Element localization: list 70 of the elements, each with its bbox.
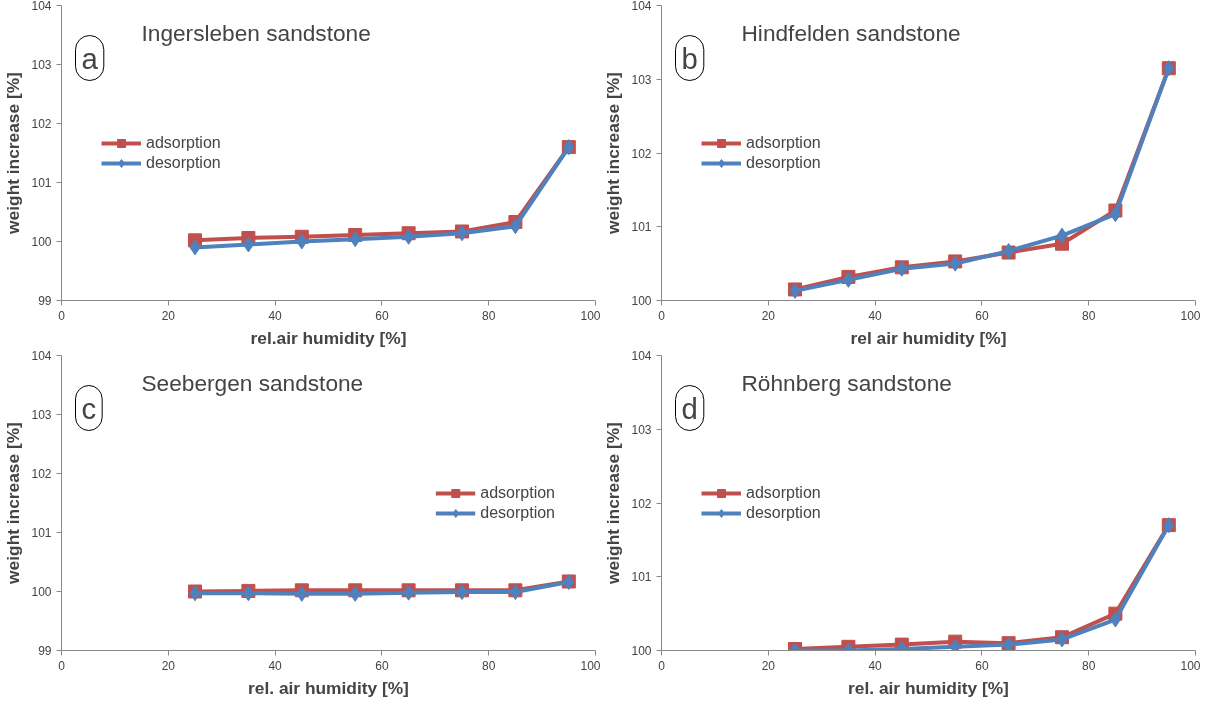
y-tick-label: 101 <box>631 220 652 235</box>
y-tick-label: 101 <box>31 176 52 190</box>
text: Hindfelden sandstone <box>741 19 961 46</box>
x-tick-label: 100 <box>1180 308 1201 323</box>
legend-label: adsorption <box>480 483 555 502</box>
y-tick-label: 100 <box>31 585 52 599</box>
legend-label: adsorption <box>746 133 821 152</box>
legend-label: desorption <box>746 503 821 522</box>
y-tick-label: 103 <box>631 422 652 437</box>
legend-label: adsorption <box>146 133 221 152</box>
x-axis-title: rel air humidity [%] <box>850 327 1007 348</box>
x-tick-label: 80 <box>1082 658 1096 673</box>
x-axis-title: rel.air humidity [%] <box>250 327 407 348</box>
annotation: d <box>681 391 698 425</box>
y-tick-label: 99 <box>38 294 52 308</box>
x-tick-label: 0 <box>658 308 666 323</box>
y-tick-label: 104 <box>31 0 52 13</box>
y-tick-label: 99 <box>38 644 52 658</box>
legend-label: adsorption <box>746 483 821 502</box>
x-axis-title: rel. air humidity [%] <box>848 677 1009 698</box>
legend-label: desorption <box>746 153 821 172</box>
x-tick-label: 40 <box>868 658 883 673</box>
y-tick-label: 103 <box>631 72 652 87</box>
x-tick-label: 80 <box>1082 308 1096 323</box>
x-tick-label: 60 <box>375 658 389 673</box>
y-axis-title: weight increase [%] <box>603 422 624 585</box>
x-tick-label: 20 <box>161 658 176 673</box>
y-tick-label: 103 <box>31 58 52 72</box>
y-tick-label: 102 <box>631 496 652 511</box>
text: Ingersleben sandstone <box>141 19 371 46</box>
x-tick-label: 40 <box>868 308 883 323</box>
text: Seebergen sandstone <box>141 369 364 396</box>
annotation: a <box>81 41 99 75</box>
x-tick-label: 20 <box>761 308 776 323</box>
y-tick-label: 100 <box>31 235 52 249</box>
x-tick-label: 60 <box>975 308 989 323</box>
y-axis-title: weight increase [%] <box>3 72 24 235</box>
y-tick-label: 103 <box>31 408 52 422</box>
x-tick-label: 0 <box>58 658 66 673</box>
annotation: b <box>681 41 698 75</box>
y-tick-label: 104 <box>631 0 652 13</box>
legend-label: desorption <box>146 153 221 172</box>
x-tick-label: 60 <box>375 308 389 323</box>
y-tick-label: 102 <box>31 467 52 481</box>
x-tick-label: 60 <box>975 658 989 673</box>
y-tick-label: 102 <box>631 146 652 161</box>
y-tick-label: 102 <box>31 117 52 131</box>
y-tick-label: 100 <box>631 294 652 308</box>
y-tick-label: 104 <box>631 349 652 363</box>
text: Röhnberg sandstone <box>741 369 952 396</box>
x-tick-label: 80 <box>482 658 496 673</box>
x-tick-label: 100 <box>1180 658 1201 673</box>
x-tick-label: 80 <box>482 308 496 323</box>
x-tick-label: 20 <box>761 658 776 673</box>
x-tick-label: 100 <box>580 658 601 673</box>
x-tick-label: 0 <box>658 658 666 673</box>
x-axis-title: rel. air humidity [%] <box>248 677 409 698</box>
annotation: c <box>81 391 97 425</box>
x-tick-label: 20 <box>161 308 176 323</box>
y-tick-label: 101 <box>31 526 52 540</box>
y-tick-label: 101 <box>631 570 652 585</box>
legend-label: desorption <box>480 503 555 522</box>
x-tick-label: 40 <box>268 658 283 673</box>
x-tick-label: 100 <box>580 308 601 323</box>
x-tick-label: 40 <box>268 308 283 323</box>
y-axis-title: weight increase [%] <box>603 72 624 235</box>
y-tick-label: 100 <box>631 644 652 658</box>
x-tick-label: 0 <box>58 308 66 323</box>
y-tick-label: 104 <box>31 349 52 363</box>
y-axis-title: weight increase [%] <box>3 422 24 585</box>
